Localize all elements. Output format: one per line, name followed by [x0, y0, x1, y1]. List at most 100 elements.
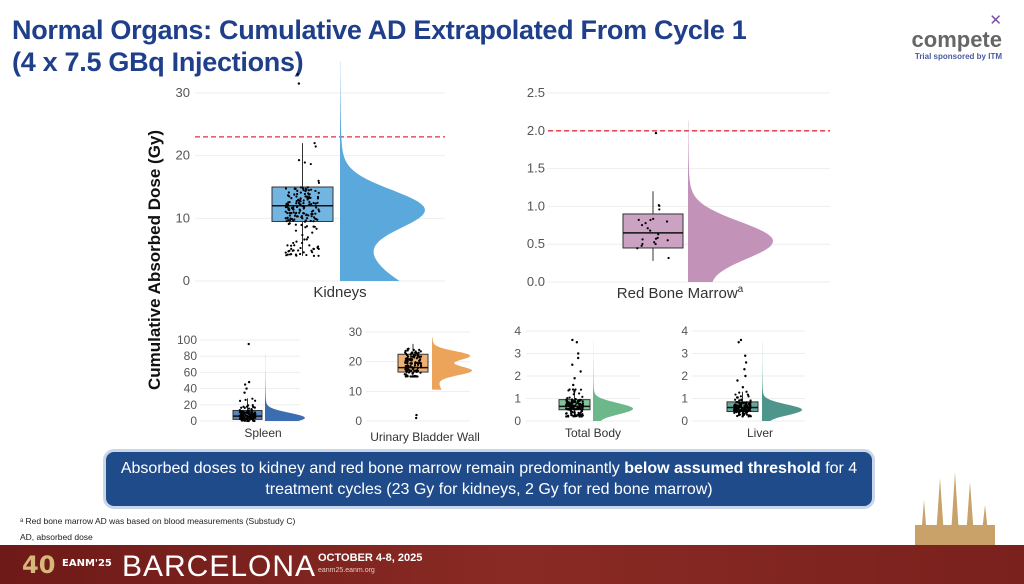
- data-point: [416, 375, 419, 378]
- data-point: [286, 211, 289, 215]
- conference-dates: OCTOBER 4-8, 2025: [318, 552, 423, 564]
- data-point: [242, 412, 245, 415]
- data-point: [657, 203, 660, 207]
- data-point: [251, 397, 254, 400]
- footnote-rbm: ᵃ Red bone marrow AD was based on blood …: [20, 516, 296, 526]
- data-point: [287, 201, 290, 204]
- outlier-point: [247, 342, 250, 346]
- data-point: [310, 202, 313, 206]
- data-point: [242, 405, 245, 408]
- data-point: [240, 417, 244, 420]
- data-point: [303, 220, 307, 223]
- data-point: [306, 198, 309, 201]
- conference-url: eanm25.eanm.org: [318, 567, 375, 574]
- data-point: [314, 202, 317, 205]
- data-point: [307, 214, 310, 217]
- data-point: [310, 212, 313, 216]
- data-point: [289, 244, 293, 247]
- y-tick-label: 0.0: [527, 274, 545, 289]
- data-point: [418, 348, 421, 351]
- data-point: [312, 201, 315, 205]
- outlier-point: [571, 363, 574, 366]
- data-point: [305, 213, 308, 216]
- data-point: [654, 242, 657, 246]
- data-point: [284, 217, 287, 220]
- data-point: [300, 223, 303, 227]
- data-point: [410, 355, 413, 358]
- data-point: [658, 208, 661, 211]
- data-point: [238, 414, 241, 418]
- data-point: [567, 401, 570, 405]
- data-point: [733, 408, 736, 411]
- data-point: [253, 413, 257, 416]
- data-point: [317, 208, 320, 211]
- data-point: [573, 400, 576, 403]
- data-point: [295, 202, 298, 205]
- data-point: [736, 414, 739, 418]
- callout-text: Absorbed doses to kidney and red bone ma…: [120, 460, 625, 477]
- y-tick-label: 20: [184, 398, 198, 412]
- data-point: [284, 187, 288, 190]
- outlier-point: [297, 82, 301, 85]
- data-point: [244, 411, 248, 414]
- data-point: [250, 408, 253, 411]
- data-point: [305, 195, 309, 198]
- data-point: [564, 412, 568, 415]
- y-tick-label: 30: [176, 85, 190, 100]
- data-point: [304, 226, 307, 229]
- data-point: [303, 192, 307, 196]
- y-tick-label: 0: [190, 414, 197, 428]
- data-point: [640, 223, 644, 227]
- data-point: [565, 415, 568, 418]
- density-violin: [688, 120, 773, 282]
- outlier-point: [737, 341, 740, 344]
- data-point: [238, 417, 242, 421]
- outlier-point: [296, 73, 299, 76]
- data-point: [241, 419, 244, 422]
- outlier-point: [245, 387, 248, 390]
- data-point: [637, 218, 640, 221]
- y-tick-label: 10: [176, 210, 190, 225]
- data-point: [734, 393, 737, 396]
- data-point: [407, 364, 410, 368]
- data-point: [295, 195, 298, 198]
- data-point: [302, 207, 305, 210]
- data-point: [296, 189, 299, 192]
- conference-city: BARCELONA: [122, 550, 317, 583]
- data-point: [308, 200, 311, 204]
- data-point: [569, 412, 573, 415]
- data-point: [240, 412, 243, 415]
- data-point: [317, 191, 320, 195]
- data-point: [644, 221, 647, 225]
- data-point: [415, 357, 418, 360]
- data-point: [646, 227, 649, 230]
- data-point: [249, 416, 253, 419]
- data-point: [578, 403, 581, 406]
- data-point: [744, 403, 747, 407]
- data-point: [574, 413, 577, 417]
- data-point: [285, 254, 288, 257]
- data-point: [405, 369, 408, 373]
- data-point: [312, 220, 315, 223]
- density-violin: [432, 337, 472, 390]
- data-point: [316, 197, 320, 200]
- data-point: [416, 363, 420, 366]
- data-point: [419, 362, 422, 365]
- data-point: [413, 354, 416, 357]
- data-point: [293, 193, 296, 196]
- data-point: [416, 369, 419, 372]
- title-line-2: (4 x 7.5 GBq Injections): [12, 47, 304, 77]
- data-point: [656, 236, 659, 239]
- data-point: [299, 191, 302, 194]
- data-point: [567, 414, 570, 417]
- y-tick-label: 3: [514, 347, 521, 361]
- data-point: [747, 395, 750, 398]
- y-tick-label: 30: [349, 325, 363, 339]
- outlier-point: [743, 368, 746, 371]
- data-point: [409, 362, 412, 365]
- raincloud-charts: Cumulative Absorbed Dose (Gy) 0102030Kidn…: [145, 61, 830, 444]
- data-point: [409, 365, 412, 368]
- data-point: [251, 403, 254, 407]
- panel-spleen: 0 20 40 60 80 100 Spleen: [177, 333, 305, 440]
- y-tick-label: 1: [514, 392, 521, 406]
